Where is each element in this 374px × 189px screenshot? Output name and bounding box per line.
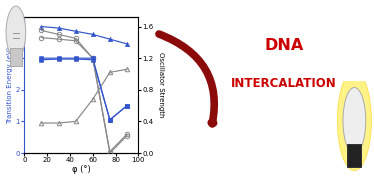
Y-axis label: Transition Energy (eV): Transition Energy (eV) — [6, 46, 13, 124]
Circle shape — [6, 6, 26, 59]
Y-axis label: Oscillator Strength: Oscillator Strength — [157, 52, 163, 118]
Circle shape — [337, 71, 371, 171]
Bar — [10, 48, 22, 66]
X-axis label: φ (°): φ (°) — [72, 165, 91, 174]
Bar — [347, 144, 361, 167]
Text: DNA: DNA — [265, 38, 304, 53]
Circle shape — [343, 88, 366, 154]
Text: INTERCALATION: INTERCALATION — [232, 77, 337, 90]
